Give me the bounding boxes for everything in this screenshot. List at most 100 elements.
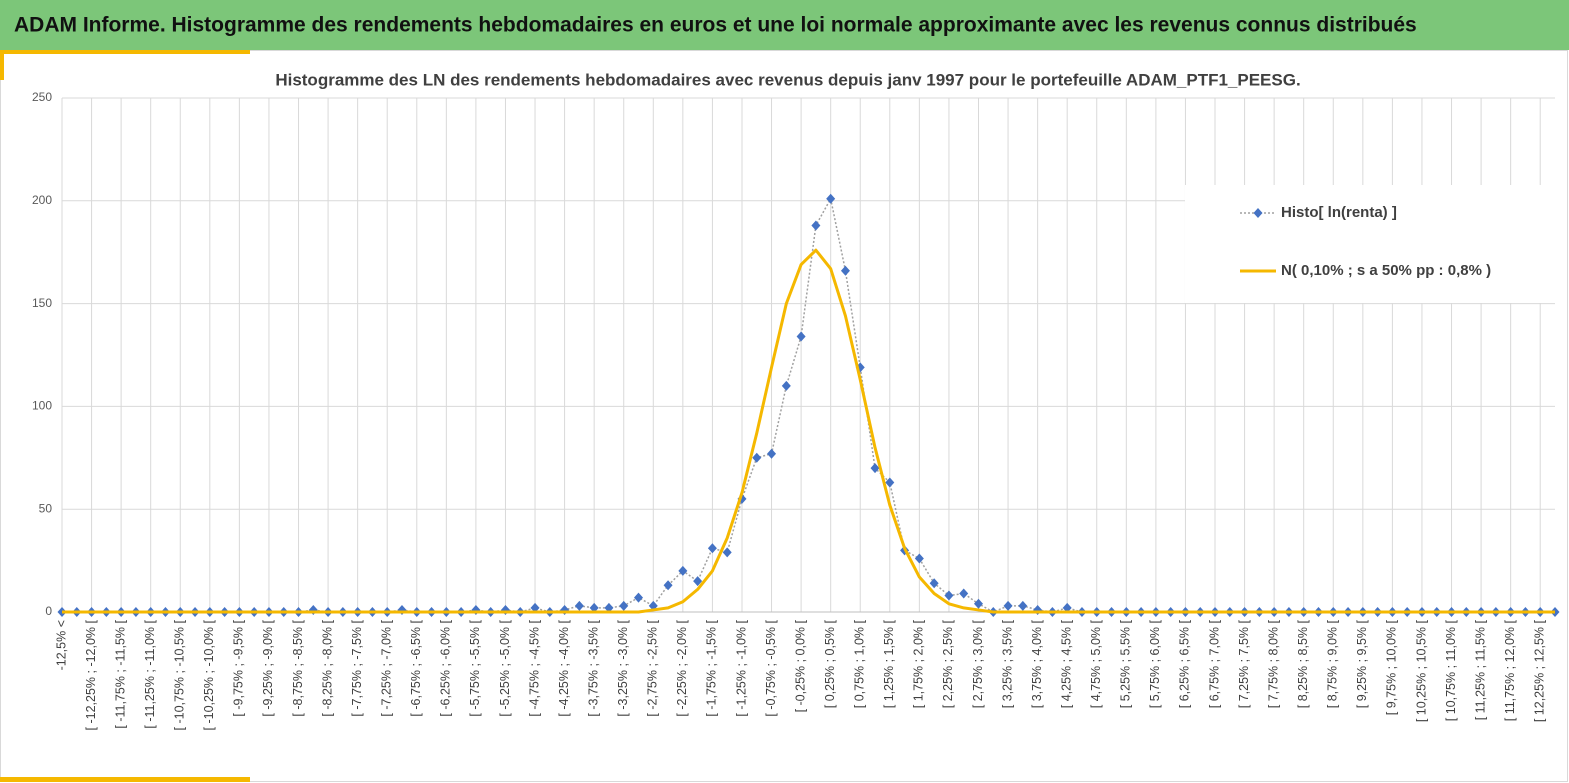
histo-marker bbox=[663, 580, 673, 591]
x-tick-label: [ -8,75% ; -8,5% [ bbox=[291, 619, 305, 716]
legend: Histo[ ln(renta) ] N( 0,10% ; s a 50% pp … bbox=[1185, 185, 1555, 303]
accent-left bbox=[0, 50, 4, 80]
x-tick-label: [ -9,75% ; -9,5% [ bbox=[232, 619, 246, 716]
x-tick-label: [ 9,25% ; 9,5% [ bbox=[1355, 619, 1369, 708]
accent-top bbox=[0, 50, 250, 54]
histo-marker bbox=[1003, 600, 1013, 611]
histo-marker bbox=[1062, 602, 1072, 613]
histo-marker bbox=[634, 592, 644, 603]
histo-marker bbox=[885, 477, 895, 488]
y-tick-label: 150 bbox=[32, 296, 52, 310]
histo-marker bbox=[722, 547, 732, 558]
x-tick-label: [ 6,75% ; 7,0% [ bbox=[1207, 619, 1221, 708]
histo-marker bbox=[811, 220, 821, 231]
x-tick-label: [ 8,25% ; 8,5% [ bbox=[1296, 619, 1310, 708]
histo-marker bbox=[693, 576, 703, 587]
x-tick-label: [ 12,25% ; 12,5% [ bbox=[1533, 619, 1547, 722]
histo-marker bbox=[707, 543, 717, 554]
x-tick-label: -12,5% < bbox=[54, 620, 68, 670]
histo-marker bbox=[1018, 600, 1028, 611]
x-tick-label: [ -6,25% ; -6,0% [ bbox=[439, 619, 453, 716]
x-tick-label: [ 5,75% ; 6,0% [ bbox=[1148, 619, 1162, 708]
header-bar bbox=[0, 0, 1569, 50]
x-tick-label: [ 10,75% ; 11,0% [ bbox=[1444, 619, 1458, 721]
x-tick-label: [ 0,25% ; 0,5% [ bbox=[823, 619, 837, 708]
header-title: ADAM Informe. Histogramme des rendements… bbox=[14, 14, 1417, 37]
histo-marker bbox=[678, 565, 688, 576]
grid: 0 50 100 150 200 250 -12,5% < [ -12,25% ; -12,0… bbox=[32, 90, 1555, 730]
x-tick-label: [ 10,25% ; 10,5% [ bbox=[1414, 619, 1428, 722]
x-tick-label: [ 4,25% ; 4,5% [ bbox=[1059, 619, 1073, 708]
x-tick-label: [ 0,75% ; 1,0% [ bbox=[853, 619, 867, 708]
x-tick-label: [ 3,75% ; 4,0% [ bbox=[1030, 619, 1044, 708]
x-tick-label: [ -10,25% ; -10,0% [ bbox=[202, 619, 216, 730]
x-tick-label: [ -11,75% ; -11,5% [ bbox=[113, 619, 127, 728]
x-tick-label: [ 11,25% ; 11,5% [ bbox=[1473, 619, 1487, 720]
x-tick-label: [ -4,75% ; -4,5% [ bbox=[527, 619, 541, 716]
x-tick-label: [ -5,25% ; -5,0% [ bbox=[498, 619, 512, 716]
histo-marker bbox=[973, 598, 983, 609]
y-tick-label: 50 bbox=[39, 501, 53, 515]
x-tick-label: [ -8,25% ; -8,0% [ bbox=[320, 619, 334, 716]
histo-marker bbox=[530, 602, 540, 613]
x-tick-label: [ -7,25% ; -7,0% [ bbox=[380, 619, 394, 716]
histo-marker bbox=[870, 463, 880, 474]
histo-marker bbox=[781, 380, 791, 391]
x-tick-label: [ 1,75% ; 2,0% [ bbox=[912, 619, 926, 708]
y-tick-label: 200 bbox=[32, 193, 52, 207]
histo-marker bbox=[944, 590, 954, 601]
histo-marker bbox=[929, 578, 939, 589]
x-tick-label: [ -4,25% ; -4,0% [ bbox=[557, 619, 571, 716]
x-tick-label: [ -2,25% ; -2,0% [ bbox=[675, 619, 689, 716]
y-tick-label: 0 bbox=[45, 604, 52, 618]
y-tick-label: 100 bbox=[32, 399, 52, 413]
legend-swatch-marker bbox=[1253, 208, 1263, 218]
histo-marker bbox=[914, 553, 924, 564]
normal-curve bbox=[62, 248, 1555, 614]
legend-label: Histo[ ln(renta) ] bbox=[1281, 204, 1397, 221]
histo-marker bbox=[826, 193, 836, 204]
x-tick-label: [ -1,75% ; -1,5% [ bbox=[705, 619, 719, 716]
x-tick-label: [ -9,25% ; -9,0% [ bbox=[261, 619, 275, 716]
x-tick-label: [ -10,75% ; -10,5% [ bbox=[173, 619, 187, 730]
accent-bottom bbox=[0, 777, 250, 782]
x-tick-label: [ 9,75% ; 10,0% [ bbox=[1385, 619, 1399, 715]
x-tick-label: [ -11,25% ; -11,0% [ bbox=[143, 619, 157, 728]
x-tick-label: [ -0,25% ; 0,0% [ bbox=[793, 619, 807, 712]
x-tick-label: [ 7,25% ; 7,5% [ bbox=[1237, 619, 1251, 708]
x-tick-label: [ -3,25% ; -3,0% [ bbox=[616, 619, 630, 716]
x-tick-label: [ 3,25% ; 3,5% [ bbox=[1000, 619, 1014, 708]
x-tick-label: [ -3,75% ; -3,5% [ bbox=[586, 619, 600, 716]
histo-marker bbox=[796, 331, 806, 342]
x-tick-label: [ -12,25% ; -12,0% [ bbox=[84, 619, 98, 730]
x-tick-label: [ -7,75% ; -7,5% [ bbox=[350, 619, 364, 716]
histo-marker bbox=[959, 588, 969, 599]
histo-marker bbox=[840, 265, 850, 276]
histo-marker bbox=[604, 602, 614, 613]
x-tick-label: [ 6,25% ; 6,5% [ bbox=[1178, 619, 1192, 708]
legend-box bbox=[1185, 185, 1555, 303]
x-tick-label: [ -2,75% ; -2,5% [ bbox=[646, 619, 660, 716]
legend-label: N( 0,10% ; s a 50% pp : 0,8% ) bbox=[1281, 262, 1491, 279]
chart-title: Histogramme des LN des rendements hebdom… bbox=[275, 70, 1300, 89]
histo-marker bbox=[619, 600, 629, 611]
y-tick-label: 250 bbox=[32, 90, 52, 104]
x-tick-label: [ 2,25% ; 2,5% [ bbox=[941, 619, 955, 708]
histo-marker bbox=[589, 602, 599, 613]
x-tick-label: [ 11,75% ; 12,0% [ bbox=[1503, 619, 1517, 721]
x-tick-label: [ -0,75% ; -0,5% [ bbox=[764, 619, 778, 716]
x-tick-label: [ 7,75% ; 8,0% [ bbox=[1266, 619, 1280, 708]
histo-marker bbox=[767, 448, 777, 459]
x-tick-label: [ 1,25% ; 1,5% [ bbox=[882, 619, 896, 708]
chart-frame bbox=[0, 50, 1568, 782]
histo-marker bbox=[574, 600, 584, 611]
x-tick-label: [ 5,25% ; 5,5% [ bbox=[1119, 619, 1133, 708]
x-tick-label: [ 2,75% ; 3,0% [ bbox=[971, 619, 985, 708]
x-tick-label: [ 8,75% ; 9,0% [ bbox=[1326, 619, 1340, 708]
x-tick-label: [ 4,75% ; 5,0% [ bbox=[1089, 619, 1103, 708]
series-layer bbox=[57, 193, 1560, 617]
x-tick-label: [ -6,75% ; -6,5% [ bbox=[409, 619, 423, 716]
x-tick-label: [ -1,25% ; -1,0% [ bbox=[734, 619, 748, 716]
